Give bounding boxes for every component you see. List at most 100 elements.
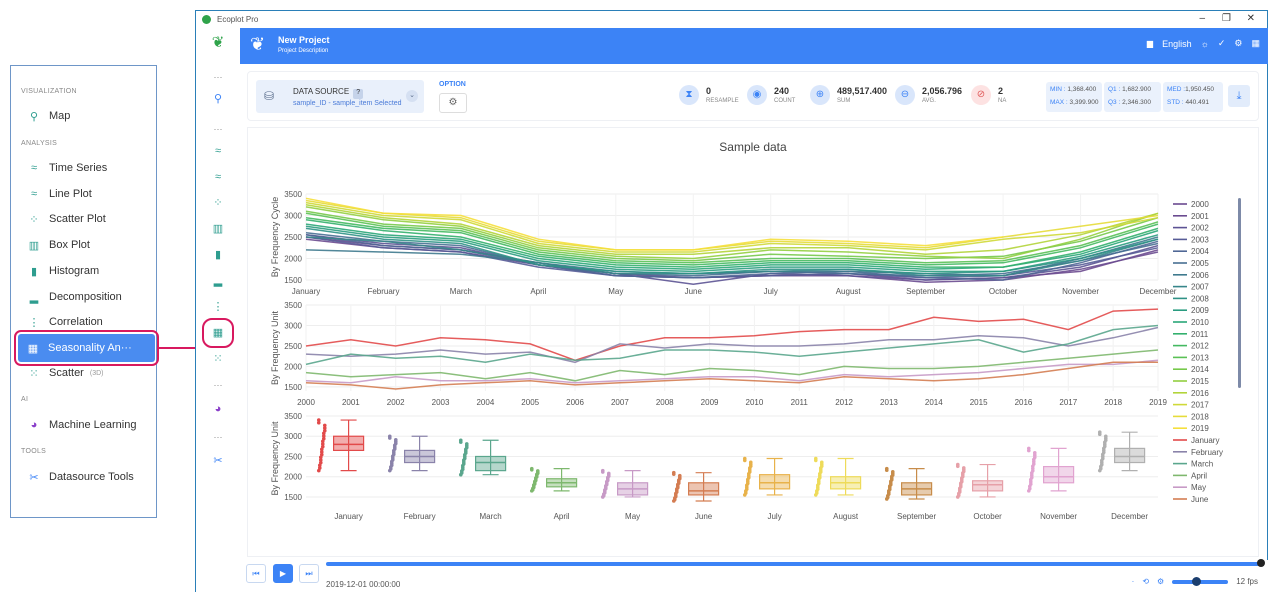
option-button[interactable]: ⚙ xyxy=(439,93,467,113)
box-point xyxy=(322,428,327,433)
time-series-icon: ≈ xyxy=(30,162,38,174)
speed-icon[interactable]: ⚙ xyxy=(1157,577,1165,586)
sidebar-item-box-plot[interactable]: ▥ Box Plot xyxy=(19,234,154,256)
x-tick-label: August xyxy=(836,287,862,296)
box-point xyxy=(888,482,893,487)
fps-slider[interactable] xyxy=(1172,576,1229,586)
x-tick-label: 2012 xyxy=(835,398,853,407)
box-point xyxy=(318,460,323,465)
x-tick-label: December xyxy=(1140,287,1177,296)
project-name[interactable]: New Project xyxy=(278,35,330,45)
more-icon[interactable]: ··· xyxy=(213,380,223,390)
x-tick-label: 2017 xyxy=(1059,398,1077,407)
chevron-down-icon[interactable]: ⌄ xyxy=(406,90,418,102)
legend-item: 2009 xyxy=(1191,306,1209,315)
map-pin-icon[interactable]: ⚲ xyxy=(213,93,223,105)
box-point xyxy=(1031,462,1036,466)
sidebar-item-correlation[interactable]: ⋮ Correlation xyxy=(19,311,154,333)
app-logo-icon: ❦ xyxy=(211,34,225,51)
x-tick-label: 2004 xyxy=(476,398,494,407)
header-actions: ▆ English ☼ ✓ ⚙ ▦ xyxy=(1147,38,1260,49)
more-icon[interactable]: ··· xyxy=(213,124,223,134)
correlation-icon[interactable]: ⋮ xyxy=(212,301,224,313)
y-tick-label: 3000 xyxy=(284,432,302,441)
grid-icon[interactable]: ▦ xyxy=(1251,38,1260,48)
x-tick-label: June xyxy=(685,287,703,296)
box-point xyxy=(889,478,894,482)
sidebar-item-histogram[interactable]: ▮ Histogram xyxy=(19,260,154,282)
y-tick-label: 1500 xyxy=(284,493,302,502)
timeline-slider[interactable] xyxy=(326,559,1265,567)
scatter-plot-icon[interactable]: ⁘ xyxy=(213,197,223,209)
x-tick-label: 2009 xyxy=(701,398,719,407)
histogram-icon[interactable]: ▮ xyxy=(214,249,222,261)
datasource-select[interactable]: ⛁ DATA SOURCE? sample_ID - sample_item S… xyxy=(256,80,424,113)
seasonality-chart[interactable]: 1500 2000 2500 3000 3500 By Frequency Cycle Ja… xyxy=(248,128,1258,556)
play-button[interactable]: ▶ xyxy=(273,564,293,583)
x-tick-label: 2010 xyxy=(746,398,764,407)
box-point xyxy=(675,485,680,490)
sidebar-item-datasource-tools[interactable]: ✂ Datasource Tools xyxy=(19,466,154,488)
language-select[interactable]: English xyxy=(1162,38,1192,49)
step-forward-button[interactable]: ⏭ xyxy=(299,564,319,583)
y-tick-label: 3000 xyxy=(284,212,302,221)
series-line-2014 xyxy=(305,210,1159,262)
machine-learning-icon[interactable]: ◕ xyxy=(214,403,222,415)
box-point xyxy=(533,478,538,483)
gear-icon[interactable]: ⚙ xyxy=(1234,38,1243,48)
more-icon[interactable]: ··· xyxy=(213,432,223,442)
box-point xyxy=(1028,482,1033,486)
series-line-2012 xyxy=(305,216,1159,266)
box-January xyxy=(332,435,365,452)
sidebar-item-line-plot[interactable]: ≈ Line Plot xyxy=(19,183,154,205)
seasonality-icon[interactable]: ▦ xyxy=(202,318,234,348)
box-point xyxy=(529,467,534,472)
legend-item: 2006 xyxy=(1191,271,1209,280)
box-point xyxy=(1027,486,1032,491)
maximize-button[interactable]: ❐ xyxy=(1222,13,1231,24)
legend-item: May xyxy=(1191,483,1206,492)
more-icon[interactable]: ··· xyxy=(213,72,223,82)
legend-item: 2015 xyxy=(1191,377,1209,386)
box-plot-icon[interactable]: ▥ xyxy=(212,223,224,235)
sidebar-item-scatter-plot[interactable]: ⁘ Scatter Plot xyxy=(19,208,154,230)
y-axis-label: By Frequency Unit xyxy=(270,310,280,385)
check-icon[interactable]: ✓ xyxy=(1217,38,1226,48)
box-point xyxy=(748,464,753,468)
series-line-2019 xyxy=(305,197,1004,251)
sidebar-item-machine-learning[interactable]: ◕ Machine Learning xyxy=(19,414,154,436)
datasource-tools-icon[interactable]: ✂ xyxy=(213,455,223,467)
series-line-March xyxy=(305,324,1159,366)
window-title: Ecoplot Pro xyxy=(217,15,259,24)
x-tick-label: January xyxy=(292,287,320,296)
sidebar-item-seasonality[interactable]: ▦ Seasonality An··· xyxy=(14,330,159,366)
theme-icon[interactable]: ☼ xyxy=(1200,38,1209,49)
line-plot-icon[interactable]: ≈ xyxy=(214,171,222,183)
close-button[interactable]: ✕ xyxy=(1246,13,1255,24)
box-point xyxy=(316,418,321,422)
minimize-button[interactable]: – xyxy=(1199,13,1205,24)
datasource-value: sample_ID - sample_item Selected xyxy=(293,100,402,107)
scatter-3d-icon[interactable]: ⁙ xyxy=(213,353,223,365)
fps-label: 12 fps xyxy=(1236,577,1258,586)
player-controls: · ⟲ ⚙ 12 fps xyxy=(1132,576,1258,586)
box-point xyxy=(818,470,823,474)
y-tick-label: 2500 xyxy=(284,233,302,242)
decomposition-icon[interactable]: ▂ xyxy=(213,275,223,287)
sidebar-item-scatter-3d[interactable]: ⁙ Scatter (3D) xyxy=(19,362,154,384)
sidebar-item-time-series[interactable]: ≈ Time Series xyxy=(19,157,154,179)
box-point xyxy=(958,484,963,489)
box-point xyxy=(535,471,540,476)
correlation-icon: ⋮ xyxy=(28,316,40,329)
sidebar-item-decomposition[interactable]: ▂ Decomposition xyxy=(19,286,154,308)
3d-tag: (3D) xyxy=(89,369,104,377)
step-back-button[interactable]: ⏮ xyxy=(246,564,266,583)
help-icon[interactable]: ? xyxy=(353,89,364,99)
loop-icon[interactable]: ⟲ xyxy=(1142,577,1150,586)
x-tick-label: 2011 xyxy=(791,398,809,407)
series-line-January xyxy=(305,308,1159,362)
section-tools: TOOLS xyxy=(21,448,47,455)
time-series-icon[interactable]: ≈ xyxy=(214,145,222,157)
download-button[interactable]: ⤓ xyxy=(1228,85,1250,107)
sidebar-item-map[interactable]: ⚲ Map xyxy=(19,105,154,127)
